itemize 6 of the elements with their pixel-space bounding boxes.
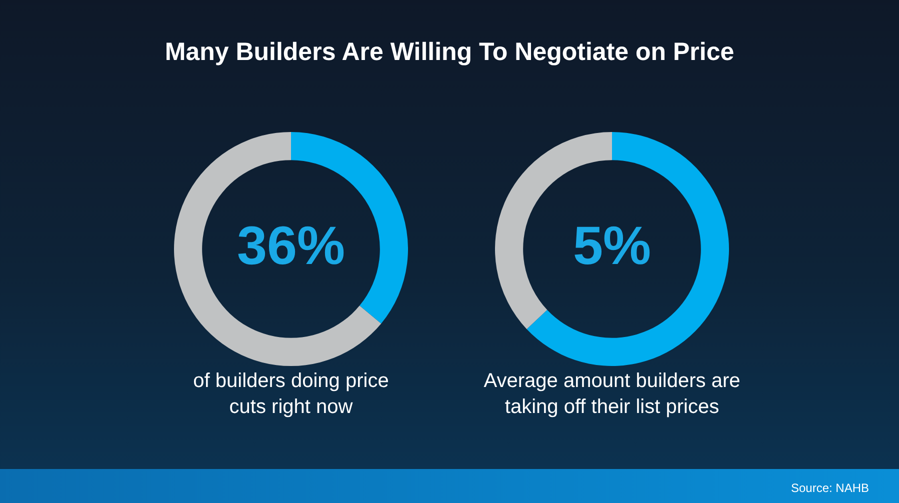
text: 36% <box>236 215 346 278</box>
text: Average amount builders are taking off their list prices <box>482 369 742 420</box>
text: of builders doing price cuts right now <box>192 369 390 420</box>
chart-title: Many Builders Are Willing To Negotiate on Price <box>164 38 736 67</box>
text: 5% <box>572 215 652 278</box>
source-note: Source: NAHB <box>790 481 869 495</box>
